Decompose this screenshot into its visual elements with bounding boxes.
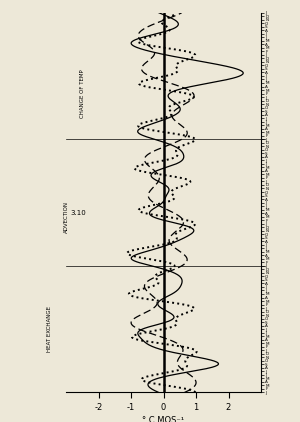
X-axis label: ° C MOS⁻¹: ° C MOS⁻¹ (142, 416, 184, 422)
Text: CHANGE OF TEMP: CHANGE OF TEMP (80, 69, 85, 118)
Text: HEAT EXCHANGE: HEAT EXCHANGE (47, 306, 52, 352)
Text: 3.10: 3.10 (71, 210, 87, 216)
Text: ADVECTION: ADVECTION (64, 200, 68, 233)
